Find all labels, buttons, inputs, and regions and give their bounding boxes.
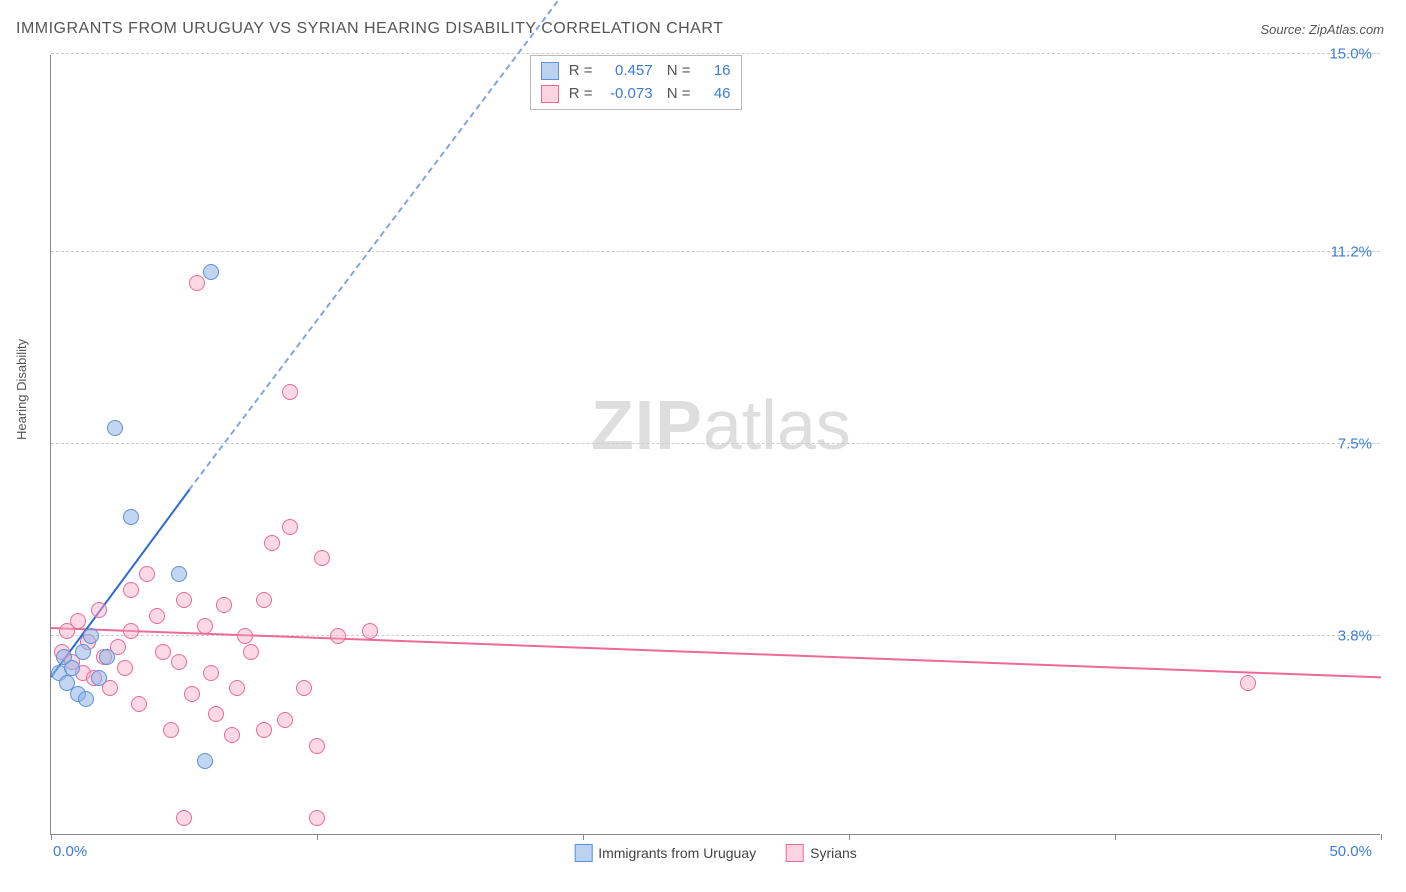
data-point — [131, 696, 147, 712]
data-point — [208, 706, 224, 722]
data-point — [99, 649, 115, 665]
gridline — [51, 53, 1380, 54]
data-point — [184, 686, 200, 702]
legend-label: Syrians — [810, 845, 857, 861]
stat-r-label: R = — [569, 60, 593, 83]
data-point — [277, 712, 293, 728]
data-point — [117, 660, 133, 676]
stats-row: R = 0.457 N = 16 — [541, 60, 731, 83]
data-point — [171, 654, 187, 670]
legend-item-uruguay: Immigrants from Uruguay — [574, 844, 756, 862]
watermark-atlas: atlas — [703, 386, 851, 464]
data-point — [83, 628, 99, 644]
chart-title: IMMIGRANTS FROM URUGUAY VS SYRIAN HEARIN… — [16, 20, 723, 38]
stat-r-label: R = — [569, 83, 593, 106]
data-point — [243, 644, 259, 660]
data-point — [123, 582, 139, 598]
data-point — [309, 810, 325, 826]
data-point — [155, 644, 171, 660]
watermark: ZIPatlas — [591, 385, 851, 465]
data-point — [282, 519, 298, 535]
stat-n-label: N = — [663, 60, 691, 83]
stat-n-value: 16 — [701, 60, 731, 83]
data-point — [91, 602, 107, 618]
data-point — [314, 550, 330, 566]
x-tick — [1115, 834, 1116, 840]
data-point — [264, 535, 280, 551]
stat-n-label: N = — [663, 83, 691, 106]
x-tick — [849, 834, 850, 840]
data-point — [70, 613, 86, 629]
data-point — [123, 623, 139, 639]
data-point — [189, 275, 205, 291]
y-tick-label: 3.8% — [1338, 628, 1372, 645]
watermark-zip: ZIP — [591, 386, 703, 464]
data-point — [176, 810, 192, 826]
data-point — [107, 420, 123, 436]
data-point — [203, 665, 219, 681]
x-tick — [51, 834, 52, 840]
y-tick-label: 7.5% — [1338, 436, 1372, 453]
data-point — [139, 566, 155, 582]
gridline — [51, 251, 1380, 252]
data-point — [163, 722, 179, 738]
data-point — [75, 644, 91, 660]
plot-area: ZIPatlas R =0.457 N =16R =-0.073 N =46 I… — [50, 55, 1380, 835]
series-legend: Immigrants from Uruguay Syrians — [574, 844, 857, 862]
data-point — [78, 691, 94, 707]
x-tick — [583, 834, 584, 840]
data-point — [171, 566, 187, 582]
gridline — [51, 443, 1380, 444]
stat-r-value: -0.073 — [603, 83, 653, 106]
data-point — [123, 509, 139, 525]
swatch-icon — [786, 844, 804, 862]
stat-n-value: 46 — [701, 83, 731, 106]
data-point — [224, 727, 240, 743]
data-point — [216, 597, 232, 613]
data-point — [282, 384, 298, 400]
data-point — [197, 753, 213, 769]
data-point — [309, 738, 325, 754]
data-point — [64, 660, 80, 676]
data-point — [256, 722, 272, 738]
legend-label: Immigrants from Uruguay — [598, 845, 756, 861]
trend-line-extrapolated — [189, 0, 571, 490]
source-label: Source: ZipAtlas.com — [1260, 22, 1384, 37]
data-point — [256, 592, 272, 608]
data-point — [296, 680, 312, 696]
data-point — [197, 618, 213, 634]
y-axis-label: Hearing Disability — [14, 339, 29, 440]
data-point — [176, 592, 192, 608]
swatch-icon — [541, 85, 559, 103]
swatch-icon — [541, 62, 559, 80]
correlation-stats-box: R = 0.457 N = 16 R = -0.073 N = 46 — [530, 55, 742, 110]
data-point — [91, 670, 107, 686]
stat-r-value: 0.457 — [603, 60, 653, 83]
y-tick-label: 15.0% — [1329, 46, 1372, 63]
swatch-icon — [574, 844, 592, 862]
y-tick-label: 11.2% — [1331, 243, 1372, 260]
x-axis-max-label: 50.0% — [1329, 843, 1372, 860]
x-axis-min-label: 0.0% — [53, 843, 87, 860]
data-point — [149, 608, 165, 624]
stats-row: R = -0.073 N = 46 — [541, 83, 731, 106]
data-point — [1240, 675, 1256, 691]
data-point — [229, 680, 245, 696]
data-point — [362, 623, 378, 639]
data-point — [203, 264, 219, 280]
legend-item-syrians: Syrians — [786, 844, 857, 862]
data-point — [330, 628, 346, 644]
x-tick — [1381, 834, 1382, 840]
data-point — [237, 628, 253, 644]
x-tick — [317, 834, 318, 840]
